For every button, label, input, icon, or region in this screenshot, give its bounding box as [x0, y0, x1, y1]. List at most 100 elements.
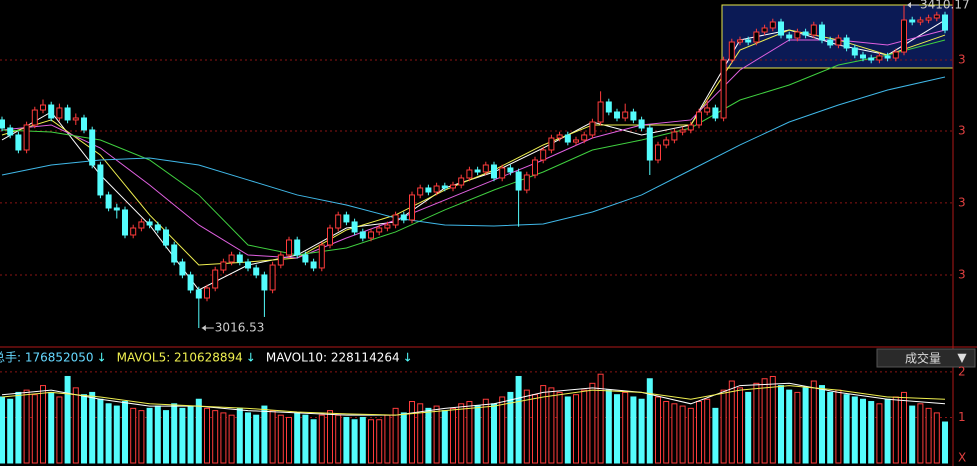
volume-bar — [712, 407, 719, 464]
candle-body — [884, 55, 891, 59]
candle-body — [548, 137, 555, 151]
candle-body — [712, 107, 719, 119]
menu-label[interactable]: 成交量 — [905, 351, 941, 366]
volume-bar — [499, 396, 506, 464]
candle-body — [687, 124, 694, 131]
candle-body — [89, 129, 96, 166]
y-tick-label: 3 — [958, 123, 966, 137]
volume-bar — [638, 398, 645, 464]
volume-bar — [335, 414, 342, 464]
volume-bar — [810, 380, 817, 464]
candle-body — [589, 121, 596, 136]
volume-bar — [696, 401, 702, 464]
volume-bar — [876, 403, 883, 464]
candle-body — [97, 164, 104, 196]
volume-bar — [376, 419, 383, 464]
extreme-label: 3410.17 — [920, 0, 970, 12]
candle-body — [318, 244, 325, 269]
volume-bar — [392, 407, 399, 464]
volume-bar — [343, 416, 350, 464]
volume-bar — [81, 394, 87, 464]
volume-bar — [622, 391, 629, 464]
volume-bar — [48, 391, 55, 464]
volume-header-item: MAVOL5: 210628894 — [117, 351, 243, 365]
y-tick-label: 2 — [958, 364, 966, 378]
candle-body — [433, 185, 440, 193]
menu-arrow[interactable]: ▼ — [957, 351, 967, 365]
volume-bar — [860, 398, 866, 464]
candle-body — [794, 31, 801, 39]
candle-body — [458, 177, 465, 186]
candle-body — [113, 207, 120, 211]
y-tick-label: 1 — [958, 410, 966, 424]
candle-body — [564, 134, 571, 143]
candle-body — [671, 131, 678, 141]
volume-bar — [130, 407, 137, 464]
candle-body — [327, 227, 333, 246]
candle-body — [663, 139, 670, 146]
volume-bar — [89, 391, 96, 464]
volume-moving-average-line — [1, 382, 946, 416]
candle-body — [507, 167, 514, 173]
volume-bar — [56, 396, 63, 464]
candle-body — [400, 214, 407, 221]
candle-body — [540, 149, 547, 161]
volume-bar — [204, 407, 210, 464]
candle-body — [368, 231, 374, 239]
volume-bar — [630, 396, 637, 464]
candle-body — [146, 221, 153, 226]
menu-box[interactable] — [876, 348, 976, 368]
candle-body — [802, 31, 809, 36]
candle-body — [556, 134, 563, 139]
volume-bar — [302, 414, 309, 464]
volume-bar — [589, 382, 596, 464]
candle-body — [138, 221, 145, 229]
volume-bar — [564, 396, 571, 464]
candle-body — [450, 184, 456, 189]
candle-body — [187, 274, 194, 291]
candle-body — [909, 19, 916, 23]
candle-body — [40, 104, 46, 111]
candle-body — [228, 254, 235, 263]
candle-body — [294, 239, 301, 256]
candle-body — [392, 214, 399, 226]
volume-bar — [491, 403, 497, 464]
candle-body — [737, 39, 743, 43]
volume-bar — [761, 378, 768, 464]
volume-bar — [835, 389, 842, 464]
candle-body — [212, 269, 219, 289]
candle-body — [179, 261, 186, 276]
candle-body — [786, 34, 793, 39]
volume-bar — [802, 387, 809, 464]
candle-body — [622, 111, 629, 119]
candle-body — [31, 109, 38, 126]
volume-bar — [425, 407, 432, 464]
volume-bar — [146, 407, 153, 464]
candle-body — [696, 111, 702, 126]
candle-body — [753, 31, 760, 43]
candle-body — [15, 134, 22, 151]
candle-body — [942, 14, 948, 31]
candle-body — [482, 164, 489, 173]
candle-body — [523, 174, 530, 191]
candle-body — [245, 261, 251, 269]
volume-bar — [794, 391, 801, 464]
volume-bar — [15, 391, 22, 464]
candle-body — [597, 101, 604, 123]
candle-body — [343, 214, 350, 223]
volume-bar — [40, 385, 46, 464]
candle-body — [64, 107, 71, 121]
candle-body — [154, 224, 161, 231]
candle-body — [769, 21, 776, 29]
volume-bar — [122, 401, 128, 464]
volume-bar — [7, 398, 14, 464]
volume-bar — [0, 396, 5, 464]
volume-bar — [245, 412, 251, 464]
annotation-arrowhead — [907, 2, 911, 9]
volume-bar — [368, 419, 374, 464]
extreme-label: 3016.53 — [215, 321, 265, 335]
volume-bar — [925, 407, 932, 464]
volume-bar — [819, 385, 825, 464]
candle-body — [351, 221, 358, 233]
